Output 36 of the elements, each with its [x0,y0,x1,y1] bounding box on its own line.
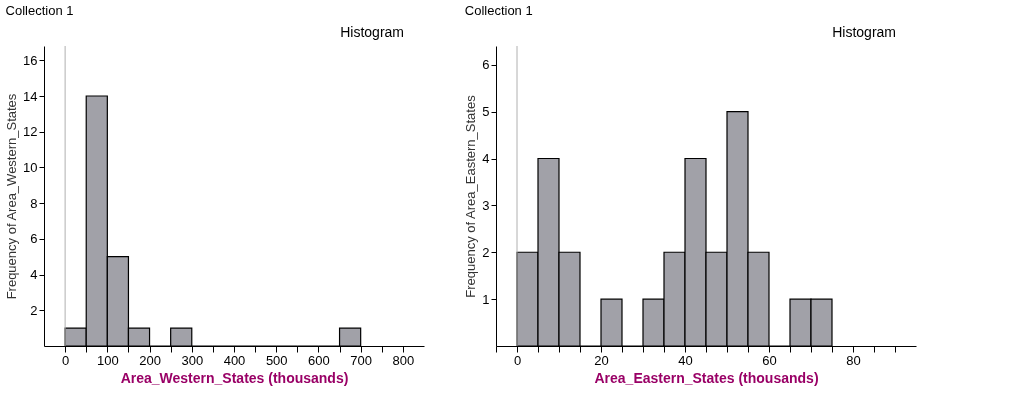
x-tick-label: 400 [223,352,246,368]
y-tick-label: 4 [30,267,38,283]
x-axis-title: Area_Eastern_States (thousands) [594,369,819,386]
x-tick-label: 60 [762,352,777,368]
x-tick-label: 80 [846,352,861,368]
x-tick-label: 500 [265,352,288,368]
x-axis-title: Area_Western_States (thousands) [120,369,349,386]
y-tick-label: 6 [30,231,38,247]
chart-title: Collection 1 [5,3,74,18]
x-tick-label: 20 [594,352,609,368]
x-tick-label: 40 [678,352,693,368]
text: Histogram [832,24,896,40]
y-tick-label: 14 [23,88,38,104]
y-tick-label: 10 [23,159,38,175]
y-tick-label: 2 [30,302,38,318]
y-tick-label: 4 [482,151,490,166]
y-tick-label: 6 [482,57,490,73]
y-tick-label: 16 [23,52,38,68]
chart-title: Collection 1 [464,3,533,18]
y-axis-title: Frequency of Area_Eastern_States [463,94,479,298]
x-tick-label: 300 [181,352,204,368]
y-tick-label: 8 [30,195,38,211]
x-tick-label: 0 [61,352,70,368]
text: Histogram [340,24,404,40]
y-tick-label: 2 [482,244,490,260]
x-tick-label: 100 [96,352,119,368]
y-tick-label: 5 [482,104,490,120]
y-tick-label: 3 [482,197,490,213]
x-tick-label: 800 [392,352,415,368]
y-tick-label: 1 [482,291,490,307]
y-tick-label: 12 [23,124,38,140]
y-axis-title: Frequency of Area_Western_States [4,93,20,300]
x-tick-label: 0 [513,352,522,368]
x-tick-label: 200 [139,352,161,368]
x-tick-label: 700 [350,352,373,368]
x-tick-label: 600 [308,352,330,368]
